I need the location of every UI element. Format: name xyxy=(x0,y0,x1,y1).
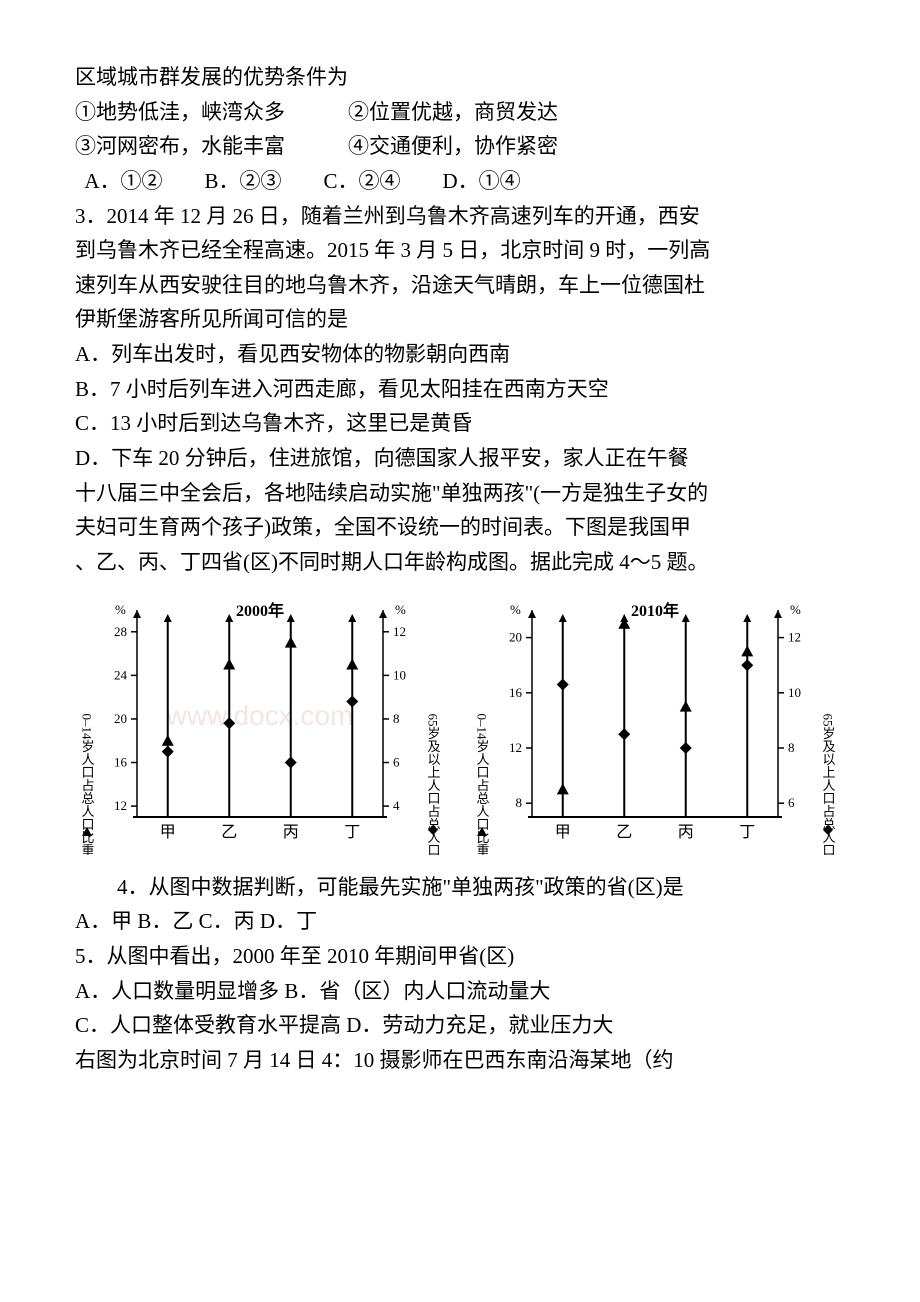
svg-text:丁: 丁 xyxy=(739,824,755,841)
cond-2: ②位置优越，商贸发达 xyxy=(348,100,558,124)
q45-preamble-l3: 、乙、丙、丁四省(区)不同时期人口年龄构成图。据此完成 4～5 题。 xyxy=(75,545,845,580)
svg-text:10: 10 xyxy=(788,684,801,699)
svg-text:丁: 丁 xyxy=(344,824,360,841)
q5-stem: 5．从图中看出，2000 年至 2010 年期间甲省(区) xyxy=(75,939,845,974)
q2-condition-row1: ①地势低洼，峡湾众多 ②位置优越，商贸发达 xyxy=(75,95,845,130)
svg-text:6: 6 xyxy=(393,754,400,769)
svg-text:24: 24 xyxy=(114,667,128,682)
svg-text:乙: 乙 xyxy=(221,824,237,841)
svg-text:%: % xyxy=(115,602,126,617)
q2-stem-continued: 区域城市群发展的优势条件为 xyxy=(75,60,845,95)
q3-stem-l4: 伊斯堡游客所见所闻可信的是 xyxy=(75,302,845,337)
q45-preamble-l1: 十八届三中全会后，各地陆续启动实施"单独两孩"(一方是独生子女的 xyxy=(75,476,845,511)
svg-text:16: 16 xyxy=(509,684,523,699)
svg-text:8: 8 xyxy=(516,795,523,810)
svg-text:4: 4 xyxy=(393,798,400,813)
svg-text:16: 16 xyxy=(114,754,128,769)
population-charts: www.docx.com2000年0–14岁人口占总人口比重65岁及以上人口占总… xyxy=(75,595,845,855)
svg-text:乙: 乙 xyxy=(616,824,632,841)
svg-text:%: % xyxy=(790,602,801,617)
q4-stem: 4．从图中数据判断，可能最先实施"单独两孩"政策的省(区)是 xyxy=(75,870,845,905)
cond-3: ③河网密布，水能丰富 xyxy=(75,134,285,158)
svg-text:12: 12 xyxy=(114,798,127,813)
svg-text:甲: 甲 xyxy=(160,824,176,841)
q3-option-b: B．7 小时后列车进入河西走廊，看见太阳挂在西南方天空 xyxy=(75,372,845,407)
q5-options-cd: C．人口整体受教育水平提高 D．劳动力充足，就业压力大 xyxy=(75,1008,845,1043)
svg-text:甲: 甲 xyxy=(555,824,571,841)
chart-2010: 2010年0–14岁人口占总人口比重65岁及以上人口占总人口比重%%812162… xyxy=(470,595,845,855)
q5-options-ab: A．人口数量明显增多 B．省（区）内人口流动量大 xyxy=(75,974,845,1009)
svg-text:28: 28 xyxy=(114,623,127,638)
next-preamble-l1: 右图为北京时间 7 月 14 日 4：10 摄影师在巴西东南沿海某地（约 xyxy=(75,1043,845,1078)
svg-text:12: 12 xyxy=(393,623,406,638)
svg-text:6: 6 xyxy=(788,795,795,810)
svg-text:www.docx.com: www.docx.com xyxy=(166,700,354,731)
cond-1: ①地势低洼，峡湾众多 xyxy=(75,100,285,124)
q2-condition-row2: ③河网密布，水能丰富 ④交通便利，协作紧密 xyxy=(75,129,845,164)
q3-option-a: A．列车出发时，看见西安物体的物影朝向西南 xyxy=(75,337,845,372)
svg-text:丙: 丙 xyxy=(283,824,299,841)
svg-text:12: 12 xyxy=(788,629,801,644)
q3-stem-l1: 3．2014 年 12 月 26 日，随着兰州到乌鲁木齐高速列车的开通，西安 xyxy=(75,199,845,234)
chart-2000: www.docx.com2000年0–14岁人口占总人口比重65岁及以上人口占总… xyxy=(75,595,450,855)
svg-text:2000年: 2000年 xyxy=(236,601,284,620)
cond-4: ④交通便利，协作紧密 xyxy=(348,134,558,158)
svg-text:%: % xyxy=(395,602,406,617)
q45-preamble-l2: 夫妇可生育两个孩子)政策，全国不设统一的时间表。下图是我国甲 xyxy=(75,510,845,545)
q4-options: A．甲 B．乙 C．丙 D．丁 xyxy=(75,904,845,939)
q3-stem-l2: 到乌鲁木齐已经全程高速。2015 年 3 月 5 日，北京时间 9 时，一列高 xyxy=(75,233,845,268)
svg-text:2010年: 2010年 xyxy=(631,601,679,620)
svg-text:%: % xyxy=(510,602,521,617)
svg-text:20: 20 xyxy=(509,629,522,644)
svg-text:12: 12 xyxy=(509,740,522,755)
svg-text:10: 10 xyxy=(393,667,406,682)
q3-option-c: C．13 小时后到达乌鲁木齐，这里已是黄昏 xyxy=(75,406,845,441)
q2-options: A．①② B．②③ C．②④ D．①④ xyxy=(75,164,845,199)
q3-stem-l3: 速列车从西安驶往目的地乌鲁木齐，沿途天气晴朗，车上一位德国杜 xyxy=(75,268,845,303)
q3-option-d: D．下车 20 分钟后，住进旅馆，向德国家人报平安，家人正在午餐 xyxy=(75,441,845,476)
svg-text:8: 8 xyxy=(393,711,400,726)
svg-text:丙: 丙 xyxy=(678,824,694,841)
svg-text:8: 8 xyxy=(788,740,795,755)
svg-text:20: 20 xyxy=(114,711,127,726)
